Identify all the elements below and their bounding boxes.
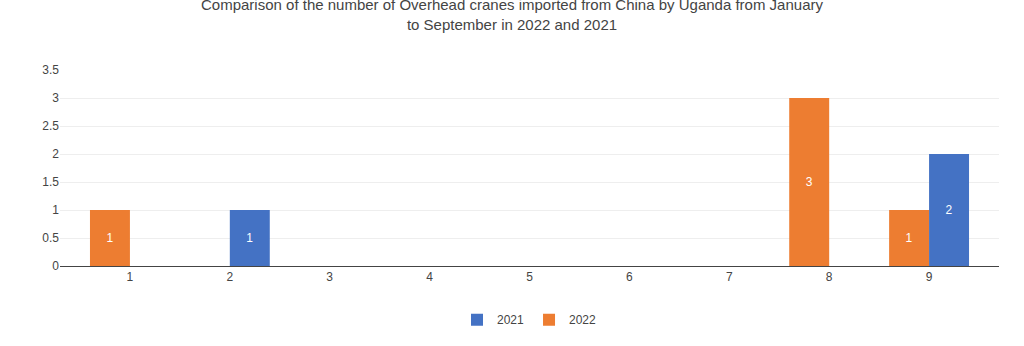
svg-text:0.5: 0.5 [42,231,59,245]
svg-text:9: 9 [926,270,933,284]
svg-text:3.5: 3.5 [42,63,59,77]
svg-text:2021: 2021 [497,313,524,327]
svg-text:3: 3 [52,91,59,105]
svg-text:1: 1 [127,270,134,284]
svg-text:2: 2 [52,147,59,161]
svg-text:6: 6 [626,270,633,284]
svg-text:4: 4 [426,270,433,284]
svg-text:3: 3 [806,175,813,189]
svg-text:0: 0 [52,259,59,273]
svg-text:2: 2 [226,270,233,284]
svg-text:2022: 2022 [569,313,596,327]
svg-text:5: 5 [526,270,533,284]
svg-text:1: 1 [52,203,59,217]
svg-text:1: 1 [246,231,253,245]
svg-text:1: 1 [106,231,113,245]
svg-text:Comparison of the number of Ov: Comparison of the number of Overhead cra… [201,0,823,33]
svg-text:1: 1 [906,231,913,245]
svg-text:2: 2 [946,203,953,217]
svg-text:1.5: 1.5 [42,175,59,189]
svg-text:7: 7 [726,270,733,284]
svg-text:2.5: 2.5 [42,119,59,133]
svg-text:3: 3 [326,270,333,284]
svg-text:8: 8 [826,270,833,284]
